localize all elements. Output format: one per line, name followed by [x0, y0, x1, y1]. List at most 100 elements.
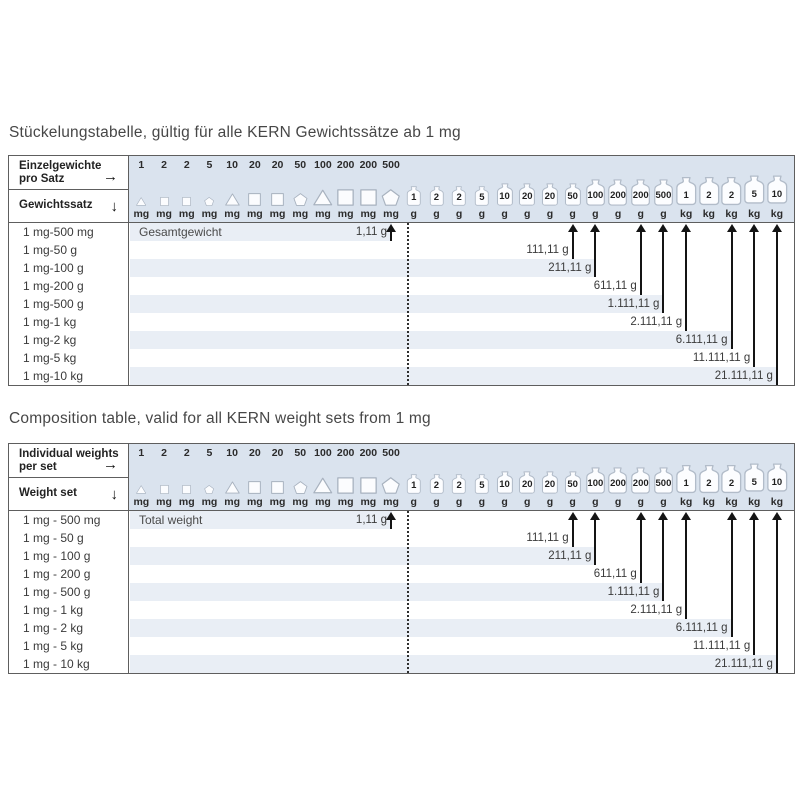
weight-icon-value-label: 200 — [610, 190, 626, 201]
square-icon — [334, 189, 357, 206]
weight-set-list: 1 mg-500 mg 1 mg-50 g 1 mg-100 g 1 mg-200 g… — [9, 223, 127, 385]
column-unit-label: g — [637, 496, 644, 508]
set-row-label: 1 mg - 2 kg — [23, 621, 84, 635]
weight-icon-value-label: 2 — [456, 192, 462, 203]
row-stripe — [130, 331, 733, 349]
header-weight-set-cell: Weight set ↓ — [9, 477, 128, 510]
target-arrow-line — [571, 519, 574, 547]
weight-icon-value-label: 10 — [771, 477, 783, 488]
header-column: 1 mg — [130, 156, 153, 222]
weight-icon: 500 — [652, 467, 675, 494]
total-weight-value: 2.111,11 g — [630, 316, 683, 328]
column-unit-label: mg — [315, 496, 331, 508]
target-arrow-line — [662, 519, 665, 601]
row-stripe — [130, 547, 597, 565]
weight-icon: 200 — [607, 179, 630, 206]
total-weight-label: Total weight — [139, 513, 203, 527]
pentagon-icon — [198, 485, 221, 494]
total-weight-value: 211,11 g — [548, 262, 592, 274]
pentagon-icon — [289, 193, 312, 206]
row-stripe — [130, 367, 778, 385]
table-title-german: Stückelungstabelle, gültig für alle KERN… — [9, 124, 461, 141]
set-row-label: 1 mg-10 kg — [23, 369, 84, 383]
column-unit-label: mg — [337, 208, 354, 220]
target-arrow-line — [685, 519, 688, 619]
weight-icon: 20 — [539, 471, 562, 494]
square-icon — [334, 477, 357, 494]
column-unit-label: mg — [315, 208, 331, 220]
header-column: 20 mg — [266, 444, 289, 510]
label-column-divider — [128, 444, 129, 673]
target-arrow-line — [594, 519, 597, 565]
column-value-label: 100 — [314, 159, 332, 171]
weight-icon-value-label: 10 — [499, 479, 510, 490]
weight-icon-value-label: 2 — [456, 480, 462, 491]
set-row-label: 1 mg-200 g — [23, 279, 84, 293]
column-value-label: 1 — [138, 447, 145, 459]
total-weight-value: 611,11 g — [593, 568, 637, 580]
set-row-label: 1 mg - 500 mg — [23, 513, 101, 527]
set-row-label: 1 mg - 5 kg — [23, 639, 84, 653]
column-unit-label: g — [660, 496, 667, 508]
weight-icon-value-label: 50 — [567, 191, 578, 202]
header-weight-set-cell: Gewichtssatz ↓ — [9, 189, 128, 222]
column-value-label: 50 — [294, 447, 307, 459]
target-arrow-line — [775, 519, 778, 673]
column-unit-label: g — [546, 496, 554, 508]
column-value-label: 20 — [271, 159, 284, 171]
column-value-label: 10 — [226, 159, 238, 171]
total-weight-value: 6.111,11 g — [675, 622, 728, 634]
weight-icon: 100 — [584, 179, 607, 206]
weight-icon-value-label: 1 — [411, 192, 417, 203]
column-value-label: 200 — [336, 159, 355, 171]
weight-icon-value-label: 100 — [587, 190, 604, 201]
weight-icon-value-label: 1 — [411, 480, 417, 491]
weight-composition-table-english: Individual weights per set → Weight set ↓ 1 mg… — [8, 443, 795, 674]
total-weight-value: 111,11 g — [526, 532, 569, 544]
header-column: 2 kg — [698, 156, 721, 222]
set-row-label: 1 mg - 50 g — [23, 531, 84, 545]
column-value-label: 200 — [336, 447, 355, 459]
square-icon — [244, 481, 267, 494]
target-arrow-line — [730, 231, 733, 349]
weight-icon: 5 — [743, 461, 766, 494]
weight-icon-value-label: 2 — [706, 190, 712, 201]
column-value-label: 5 — [206, 447, 213, 459]
column-unit-label: kg — [748, 208, 761, 220]
weight-icon-value-label: 1 — [683, 190, 689, 201]
weight-icon-value-label: 2 — [433, 480, 440, 491]
target-arrow-head — [771, 512, 782, 520]
pentagon-icon — [380, 189, 403, 206]
column-unit-label: g — [569, 208, 576, 220]
target-arrow-head — [749, 224, 760, 232]
column-unit-label: kg — [680, 208, 693, 220]
weight-icon: 10 — [493, 471, 516, 494]
column-value-label: 5 — [206, 159, 213, 171]
weight-icon: 200 — [607, 467, 630, 494]
weight-icon: 10 — [766, 173, 789, 206]
column-unit-label: mg — [269, 208, 286, 220]
column-unit-label: mg — [246, 208, 263, 220]
square-icon — [357, 477, 380, 494]
total-weight-label: Gesamtgewicht — [139, 225, 222, 239]
row-stripe — [130, 259, 597, 277]
set-row-label: 1 mg-1 kg — [23, 315, 77, 329]
header-column: 2 kg — [720, 156, 743, 222]
header-individual-weights-cell: Individual weights per set → — [9, 444, 128, 477]
column-unit-label: kg — [725, 208, 738, 220]
column-unit-label: g — [546, 208, 554, 220]
square-icon — [153, 485, 176, 494]
target-arrow-line — [571, 231, 574, 259]
column-unit-label: g — [410, 208, 417, 220]
header-column: 5 kg — [743, 156, 766, 222]
target-arrow-head — [681, 224, 692, 232]
weight-icon: 2 — [720, 176, 743, 206]
header-column: 2 mg — [175, 156, 198, 222]
target-arrow-head — [386, 512, 397, 520]
column-unit-label: g — [592, 208, 599, 220]
column-unit-label: g — [410, 496, 417, 508]
column-value-label: 2 — [161, 447, 167, 459]
weight-icon: 1 — [402, 474, 425, 494]
header-column: 50 mg — [289, 444, 312, 510]
